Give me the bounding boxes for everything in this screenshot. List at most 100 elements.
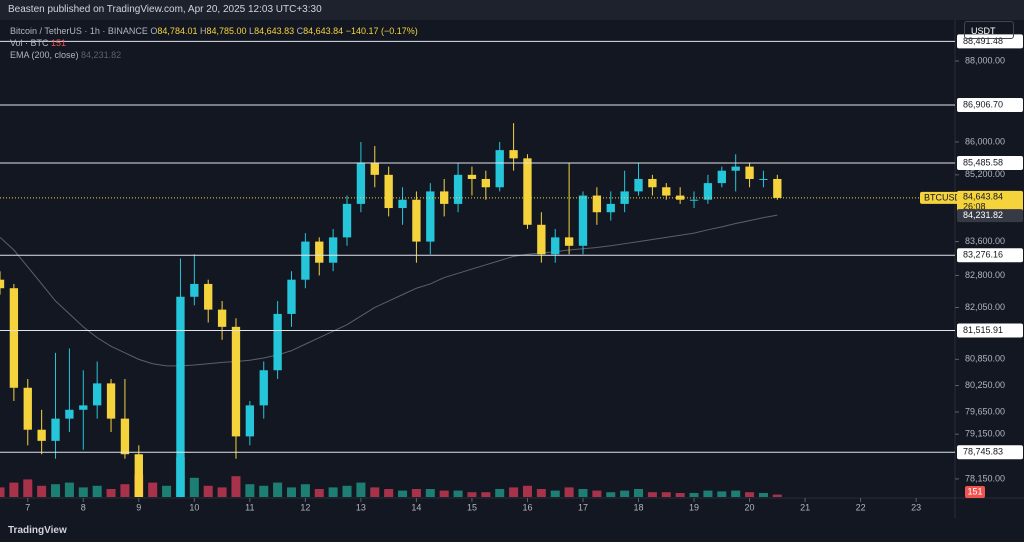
x-tick-label: 9 (136, 502, 141, 512)
symbol-label: BTCUSDT (924, 192, 967, 202)
volume-bar (536, 489, 546, 497)
level-label: 78,745.83 (963, 447, 1003, 457)
ema-line (0, 214, 778, 367)
ema-value: 84,231.82 (81, 50, 122, 60)
candle-body (703, 183, 713, 200)
ohlc-key: L (249, 26, 255, 36)
candle-body (759, 178, 768, 180)
ohlc-key: C (296, 26, 304, 36)
candle-body (675, 195, 685, 200)
y-tick-label: 83,600.00 (965, 236, 1005, 246)
candle-body (93, 383, 102, 406)
candle-body (301, 241, 310, 280)
ema-tag (957, 209, 1023, 223)
x-tick-label: 14 (411, 502, 421, 512)
volume-bar (9, 482, 19, 497)
volume-bar (189, 477, 199, 497)
volume-bar (356, 482, 366, 497)
x-tick-label: 11 (245, 502, 254, 512)
candle-body (204, 283, 213, 310)
x-tick-label: 21 (800, 502, 810, 512)
level-label: 86,906.70 (963, 99, 1003, 109)
ohlc-value: 84,643.83 (254, 26, 295, 36)
legend-row: EMA (200, close) 84,231.82 (10, 49, 418, 61)
candle-body (731, 166, 740, 171)
y-tick-label: 78,150.00 (965, 473, 1005, 483)
legend-row: Vol · BTC 151 (10, 37, 418, 49)
volume-bar (162, 485, 172, 497)
candle-body (453, 174, 463, 204)
symbol: Bitcoin / TetherUS · 1h · BINANCE (10, 26, 148, 36)
volume-bar (495, 489, 505, 497)
volume-bar (758, 493, 768, 497)
volume-bar (286, 487, 297, 497)
candle-body (370, 162, 379, 175)
x-tick-label: 20 (745, 502, 755, 512)
ohlc-value: 84,785.00 (206, 26, 247, 36)
level-label: 85,485.58 (963, 157, 1003, 167)
volume-bar (384, 489, 394, 497)
level-tag (957, 248, 1023, 263)
y-tick-label: 85,200.00 (965, 169, 1005, 179)
volume-value: 151 (51, 38, 67, 48)
y-tick-label: 79,650.00 (965, 406, 1005, 416)
x-tick-label: 8 (81, 502, 86, 512)
volume-bar (675, 493, 685, 497)
currency-button[interactable]: USDT (964, 21, 1014, 39)
candle-body (412, 199, 421, 242)
candle-body (162, 527, 170, 536)
level-tag (957, 98, 1023, 113)
volume-bar (634, 489, 644, 497)
candle-body (51, 418, 60, 441)
volume-bar (661, 492, 671, 497)
volume-bar (439, 490, 449, 497)
candle-body (356, 162, 366, 204)
volume-bar (245, 484, 255, 497)
level-label: 88,491.48 (963, 36, 1003, 46)
candle-body (537, 224, 546, 255)
x-tick-label: 15 (467, 502, 477, 512)
ohlc-key: H (199, 26, 207, 36)
x-tick-label: 17 (578, 502, 588, 512)
candle-body (79, 405, 88, 410)
candle-body (9, 288, 19, 388)
volume-bar (522, 485, 532, 497)
volume-bar (259, 485, 269, 497)
candle-body (245, 405, 255, 437)
volume-bar (120, 484, 130, 497)
volume-bar (578, 489, 588, 497)
volume-bar (467, 492, 477, 497)
volume-bar (647, 492, 657, 497)
x-tick-label: 7 (25, 502, 30, 512)
volume-bar (370, 487, 380, 497)
x-tick-label: 18 (634, 502, 644, 512)
candle-body (426, 191, 435, 242)
candle-body (190, 283, 199, 297)
level-label: 83,276.16 (963, 250, 1003, 260)
last-price-tag (957, 190, 1023, 213)
volume-bar (37, 485, 47, 497)
volume-bar (106, 489, 116, 497)
volume-bar (425, 489, 435, 497)
candle-body (273, 313, 282, 371)
candle-body (0, 279, 5, 289)
volume-bar (717, 491, 727, 497)
candle-body (106, 383, 116, 419)
volume-bar (703, 490, 713, 497)
candle-body (65, 409, 74, 419)
volume-bar (745, 492, 755, 497)
x-tick-label: 13 (356, 502, 366, 512)
volume-bar (51, 484, 61, 497)
volume-bar (328, 487, 338, 497)
candle-body (689, 199, 699, 201)
candle-body (176, 296, 185, 497)
volume-bar (731, 490, 741, 497)
candle-body (634, 178, 643, 192)
y-tick-label: 82,800.00 (965, 270, 1005, 280)
candle-body (384, 174, 393, 209)
candle-body (467, 174, 477, 179)
volume-bar (620, 490, 630, 497)
level-tag (957, 445, 1023, 460)
volume-bar (689, 493, 699, 497)
